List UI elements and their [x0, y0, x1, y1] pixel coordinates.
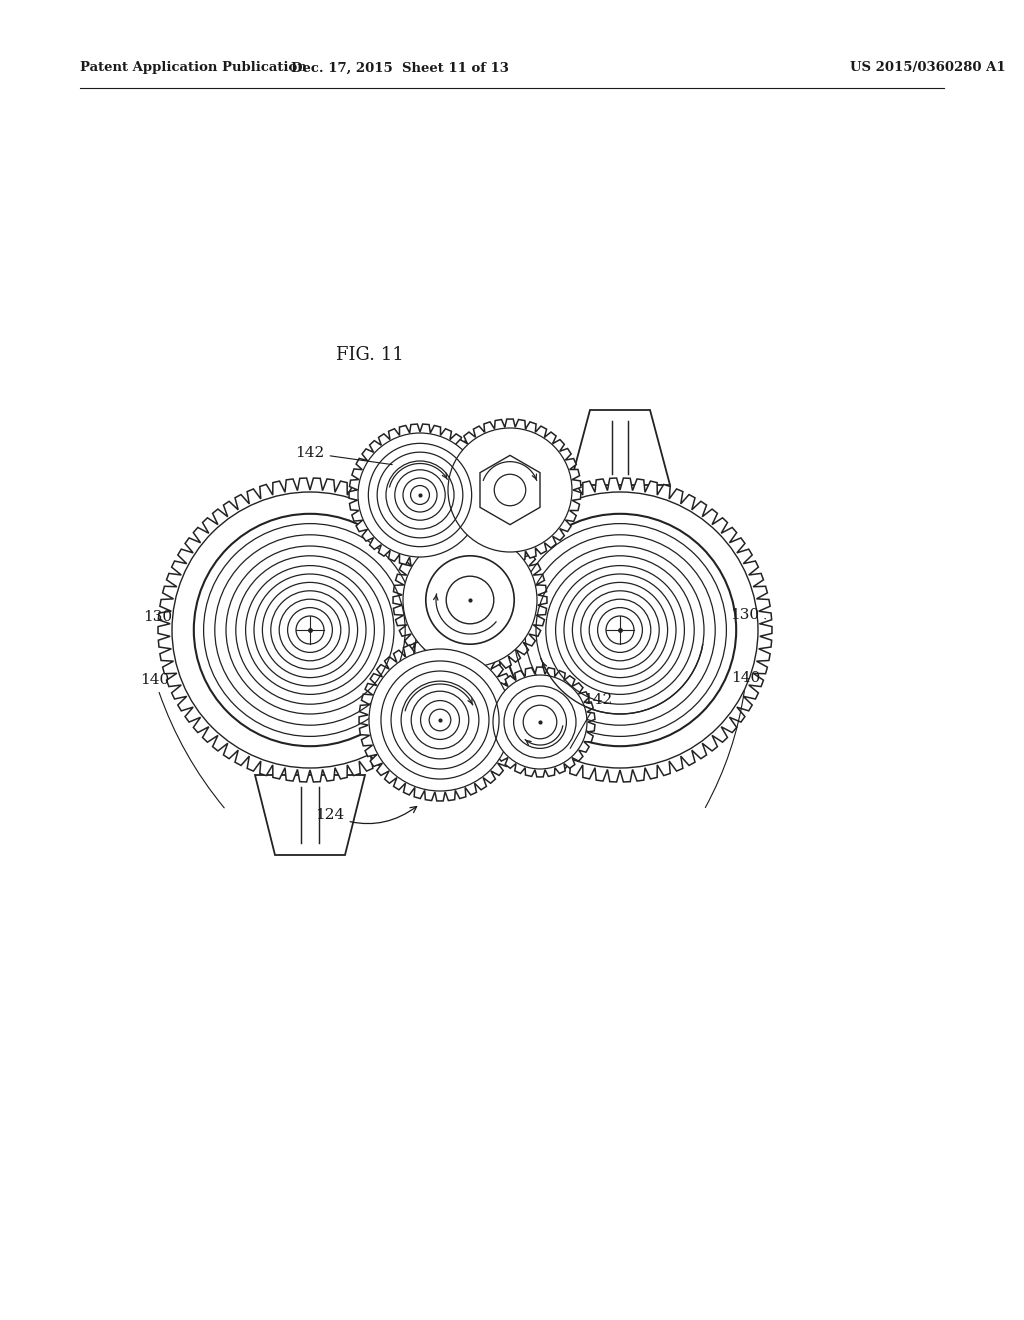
Circle shape — [369, 649, 511, 791]
Circle shape — [426, 556, 514, 644]
Polygon shape — [468, 478, 772, 781]
Polygon shape — [255, 775, 365, 855]
Circle shape — [194, 513, 426, 746]
Circle shape — [449, 428, 572, 552]
Text: Patent Application Publication: Patent Application Publication — [80, 62, 307, 74]
Text: 130: 130 — [730, 609, 766, 622]
Text: 140: 140 — [706, 671, 761, 808]
Circle shape — [504, 513, 736, 746]
Text: Dec. 17, 2015  Sheet 11 of 13: Dec. 17, 2015 Sheet 11 of 13 — [291, 62, 509, 74]
Polygon shape — [485, 667, 595, 777]
Polygon shape — [439, 418, 581, 561]
Polygon shape — [349, 424, 490, 566]
Circle shape — [403, 533, 537, 667]
Text: 142: 142 — [570, 693, 612, 748]
Circle shape — [495, 474, 525, 506]
Circle shape — [446, 577, 494, 624]
Text: FIG. 11: FIG. 11 — [336, 346, 403, 364]
Circle shape — [482, 492, 758, 768]
Circle shape — [493, 675, 587, 770]
Text: US 2015/0360280 A1: US 2015/0360280 A1 — [850, 62, 1006, 74]
Circle shape — [172, 492, 449, 768]
Polygon shape — [158, 478, 462, 781]
Polygon shape — [570, 411, 670, 484]
Text: 130: 130 — [143, 610, 173, 624]
Polygon shape — [480, 455, 540, 524]
Circle shape — [358, 433, 482, 557]
Text: 142: 142 — [295, 446, 392, 465]
Polygon shape — [393, 523, 547, 677]
Text: 140: 140 — [140, 673, 224, 808]
Text: 124: 124 — [315, 807, 417, 824]
Polygon shape — [359, 639, 521, 801]
